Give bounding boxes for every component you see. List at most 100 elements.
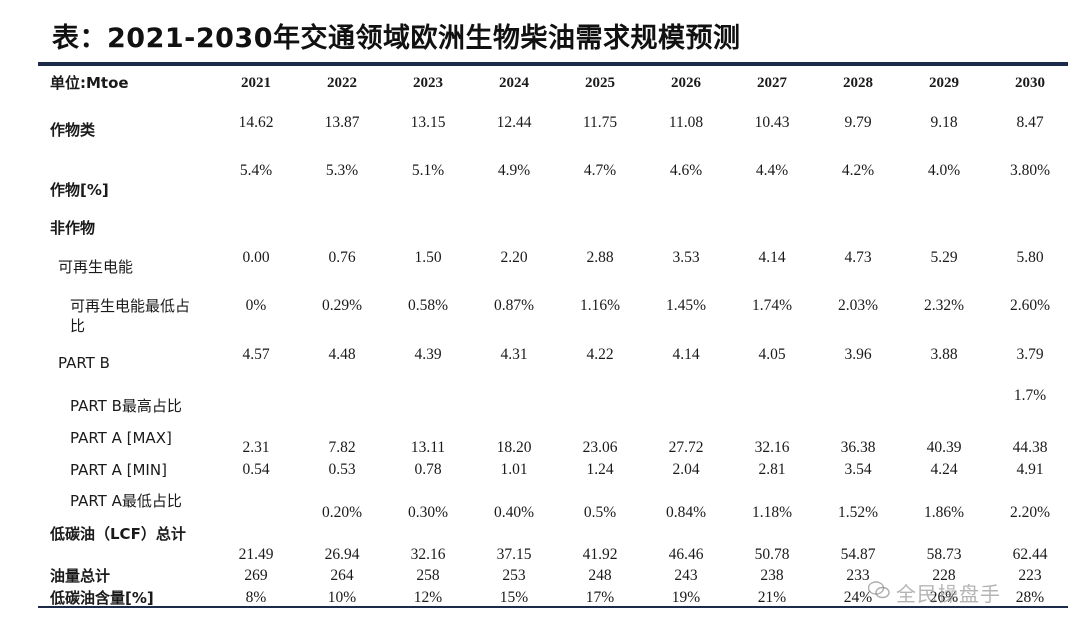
table-cell: 8% [245, 589, 267, 606]
table-cell: 12.44 [496, 114, 532, 131]
table-cell: 1.74% [751, 297, 793, 314]
table-cell: 62.44 [1012, 546, 1048, 563]
table-cell: 2.81 [758, 461, 786, 478]
table-cell: 13.15 [410, 114, 446, 131]
table-cell: 26.94 [324, 546, 360, 563]
table-cell: 10.43 [754, 114, 790, 131]
row-label: 作物[%] [50, 181, 109, 199]
watermark-text: 全民操盘手 [896, 582, 1001, 606]
table-cell: 238 [760, 567, 784, 584]
table-cell: 2.03% [837, 297, 879, 314]
table-cell: 4.14 [672, 346, 700, 363]
table-cell: 0.29% [321, 297, 363, 314]
table-cell: 0.30% [407, 504, 449, 521]
table-cell: 18.20 [496, 439, 532, 456]
table-cell: 0.54 [242, 461, 270, 478]
table-cell: 58.73 [926, 546, 962, 563]
table-cell: 3.54 [844, 461, 872, 478]
table-cell: 4.4% [755, 162, 789, 179]
table-cell: 0.78 [414, 461, 442, 478]
table-cell: 4.05 [758, 346, 786, 363]
table-cell: 1.18% [751, 504, 793, 521]
year-header: 2022 [327, 75, 357, 91]
unit-label: 单位:Mtoe [50, 74, 129, 92]
year-header: 2028 [843, 75, 873, 91]
table-title: 表：2021-2030年交通领域欧洲生物柴油需求规模预测 [52, 23, 741, 54]
table-cell: 1.45% [665, 297, 707, 314]
row-label: 作物类 [50, 121, 96, 139]
row-label: 低碳油（LCF）总计 [50, 525, 186, 543]
table-cell: 9.79 [844, 114, 872, 131]
table-cell: 248 [588, 567, 612, 584]
top-rule [38, 62, 1068, 66]
table-cell: 5.1% [411, 162, 445, 179]
table-cell: 0.76 [328, 249, 356, 266]
table-cell: 3.79 [1016, 346, 1044, 363]
table-cell: 253 [502, 567, 526, 584]
year-header: 2029 [929, 75, 959, 91]
table-cell: 19% [671, 589, 701, 606]
table-cell: 32.16 [410, 546, 446, 563]
table-cell: 0.53 [328, 461, 356, 478]
bottom-rule [38, 606, 1068, 608]
table-cell: 4.2% [841, 162, 875, 179]
table-cell: 4.57 [242, 346, 270, 363]
table-cell: 46.46 [668, 546, 704, 563]
table-cell: 4.91 [1016, 461, 1044, 478]
table-cell: 0.84% [665, 504, 707, 521]
table-cell: 27.72 [668, 439, 704, 456]
table-cell: 4.0% [927, 162, 961, 179]
table-cell: 3.80% [1009, 162, 1051, 179]
table-cell: 2.60% [1009, 297, 1051, 314]
table-cell: 9.18 [930, 114, 958, 131]
table-cell: 258 [416, 567, 440, 584]
table-cell: 4.9% [497, 162, 531, 179]
table-cell: 269 [244, 567, 268, 584]
year-header: 2025 [585, 75, 615, 91]
table-cell: 14.62 [238, 114, 274, 131]
row-label: 可再生电能最低占比 [70, 297, 191, 335]
table-cell: 21% [757, 589, 787, 606]
table-cell: 1.01 [500, 461, 528, 478]
year-header: 2030 [1015, 75, 1045, 91]
table-cell: 15% [499, 589, 529, 606]
year-header: 2024 [499, 75, 529, 91]
row-label: 可再生电能 [58, 258, 134, 276]
table-cell: 28% [1015, 589, 1045, 606]
year-header: 2026 [671, 75, 701, 91]
table-cell: 1.52% [837, 504, 879, 521]
table-cell: 4.22 [586, 346, 614, 363]
table-cell: 0.5% [583, 504, 617, 521]
table-cell: 0% [245, 297, 267, 314]
table-cell: 243 [674, 567, 698, 584]
table-cell: 1.50 [414, 249, 442, 266]
row-label: 低碳油含量[%] [50, 589, 154, 607]
row-label: PART A [MIN] [70, 461, 167, 479]
table-cell: 13.87 [324, 114, 360, 131]
table-cell: 228 [932, 567, 956, 584]
table-cell: 4.73 [844, 249, 872, 266]
table-cell: 24% [843, 589, 873, 606]
table-cell: 0.87% [493, 297, 535, 314]
table-cell: 0.40% [493, 504, 535, 521]
row-label: PART A最低占比 [70, 492, 182, 510]
table-cell: 21.49 [238, 546, 274, 563]
table-cell: 41.92 [582, 546, 618, 563]
row-label: PART B [58, 354, 110, 372]
table-cell: 26% [929, 589, 959, 606]
table-cell: 4.39 [414, 346, 442, 363]
table-cell: 5.3% [325, 162, 359, 179]
table-cell: 233 [846, 567, 870, 584]
table-cell: 7.82 [328, 439, 356, 456]
table-cell: 3.96 [844, 346, 872, 363]
year-header: 2027 [757, 75, 787, 91]
table-cell: 3.53 [672, 249, 700, 266]
table-cell: 0.58% [407, 297, 449, 314]
table-cell: 11.08 [668, 114, 704, 131]
table-cell: 2.31 [242, 439, 270, 456]
row-label: 非作物 [50, 219, 96, 237]
table-cell: 50.78 [754, 546, 790, 563]
table-cell: 37.15 [496, 546, 532, 563]
table-cell: 2.32% [923, 297, 965, 314]
table-cell: 2.04 [672, 461, 700, 478]
